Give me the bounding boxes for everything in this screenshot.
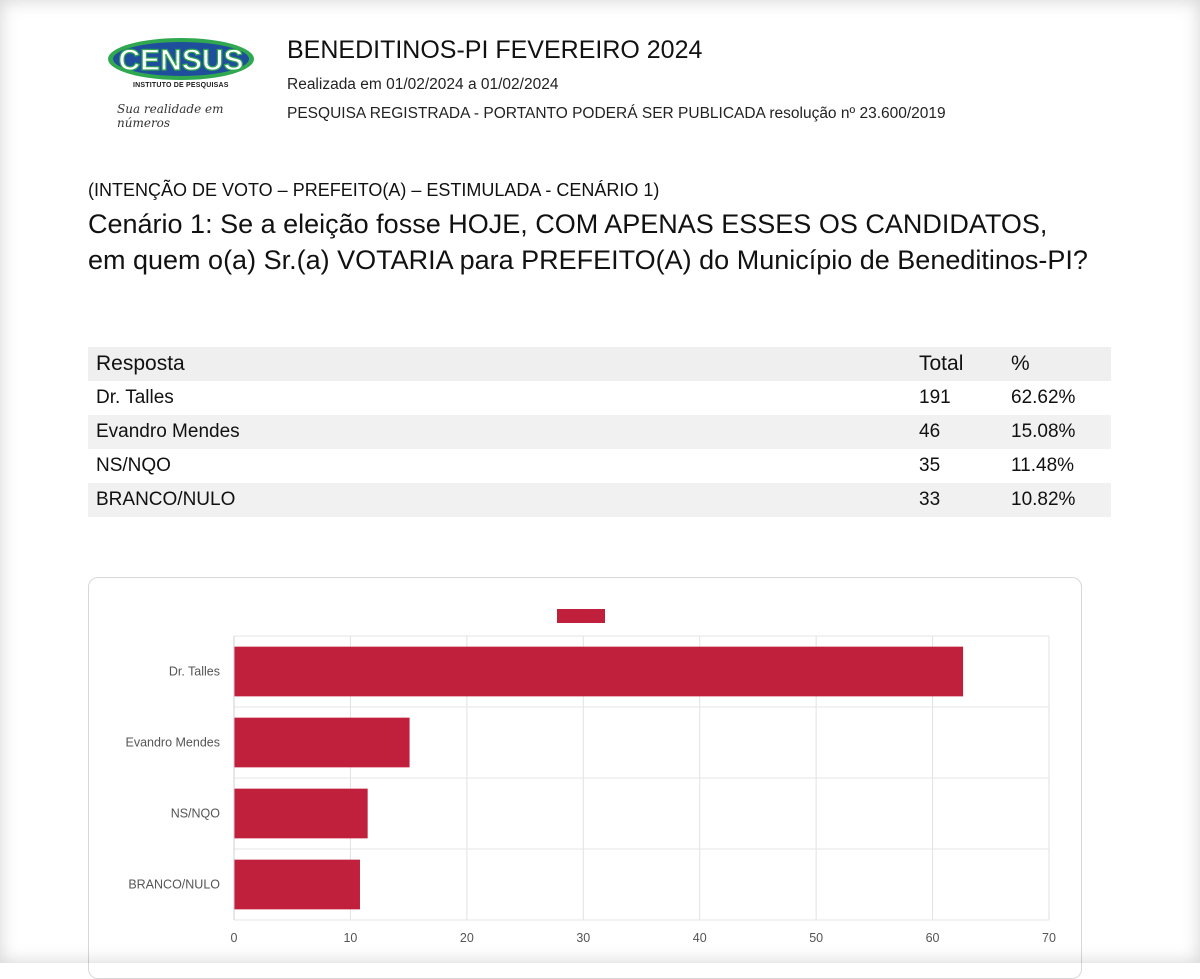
header-resposta: Resposta <box>88 347 911 381</box>
header-total: Total <box>911 347 1003 381</box>
table-row: Evandro Mendes 46 15.08% <box>88 415 1111 449</box>
category-label: NS/NQO <box>171 807 221 821</box>
table-row: BRANCO/NULO 33 10.82% <box>88 483 1111 517</box>
bar <box>234 646 964 697</box>
results-table: Resposta Total % Dr. Talles 191 62.62% E… <box>88 347 1111 517</box>
logo-subtitle: INSTITUTO DE PESQUISAS <box>133 82 229 89</box>
census-logo-mark: CENSUS <box>108 38 254 80</box>
census-logo: CENSUS INSTITUTO DE PESQUISAS Sua realid… <box>103 32 263 130</box>
category-label: Evandro Mendes <box>125 736 220 750</box>
x-tick-label: 40 <box>693 931 707 945</box>
cell-resposta: NS/NQO <box>96 455 171 476</box>
x-tick-label: 30 <box>576 931 590 945</box>
bar <box>234 788 368 839</box>
cell-pct: 62.62% <box>1011 387 1076 408</box>
table-header-row: Resposta Total % <box>88 347 1111 381</box>
question-text: Cenário 1: Se a eleição fosse HOJE, COM … <box>88 209 1088 275</box>
category-label: BRANCO/NULO <box>128 878 220 892</box>
chart-card: 0 10 20 30 40 50 60 70 Dr. Talles Evandro Mendes N… <box>88 577 1082 979</box>
table-row: Dr. Talles 191 62.62% <box>88 381 1111 415</box>
cell-resposta: Dr. Talles <box>96 387 174 408</box>
report-title: BENEDITINOS-PI FEVEREIRO 2024 <box>287 36 703 64</box>
x-tick-label: 60 <box>926 931 940 945</box>
bar <box>234 717 410 768</box>
logo-slogan: Sua realidade em números <box>117 102 224 130</box>
x-tick-label: 70 <box>1042 931 1056 945</box>
cell-pct: 15.08% <box>1003 415 1111 449</box>
bar <box>234 859 360 910</box>
x-tick-label: 20 <box>460 931 474 945</box>
cell-total: 33 <box>911 483 1003 517</box>
cell-resposta: Evandro Mendes <box>88 415 911 449</box>
cell-total: 35 <box>919 455 941 476</box>
svg-text:CENSUS: CENSUS <box>118 44 243 77</box>
date-line: Realizada em 01/02/2024 a 01/02/2024 <box>287 76 559 93</box>
cell-pct: 10.82% <box>1003 483 1111 517</box>
bar-chart: 0 10 20 30 40 50 60 70 Dr. Talles Evandro Mendes N… <box>125 609 1056 945</box>
cell-resposta: BRANCO/NULO <box>88 483 911 517</box>
cell-total: 191 <box>919 387 951 408</box>
x-tick-label: 0 <box>231 931 238 945</box>
x-tick-label: 50 <box>809 931 823 945</box>
question-code: (INTENÇÃO DE VOTO – PREFEITO(A) – ESTIMU… <box>88 180 660 200</box>
x-tick-label: 10 <box>343 931 357 945</box>
registration-line: PESQUISA REGISTRADA - PORTANTO PODERÁ SE… <box>287 105 946 122</box>
category-label: Dr. Talles <box>169 665 220 679</box>
table-row: NS/NQO 35 11.48% <box>88 449 1111 483</box>
cell-pct: 11.48% <box>1011 455 1075 476</box>
header-pct: % <box>1003 347 1111 381</box>
legend-swatch <box>557 609 605 623</box>
cell-total: 46 <box>911 415 1003 449</box>
